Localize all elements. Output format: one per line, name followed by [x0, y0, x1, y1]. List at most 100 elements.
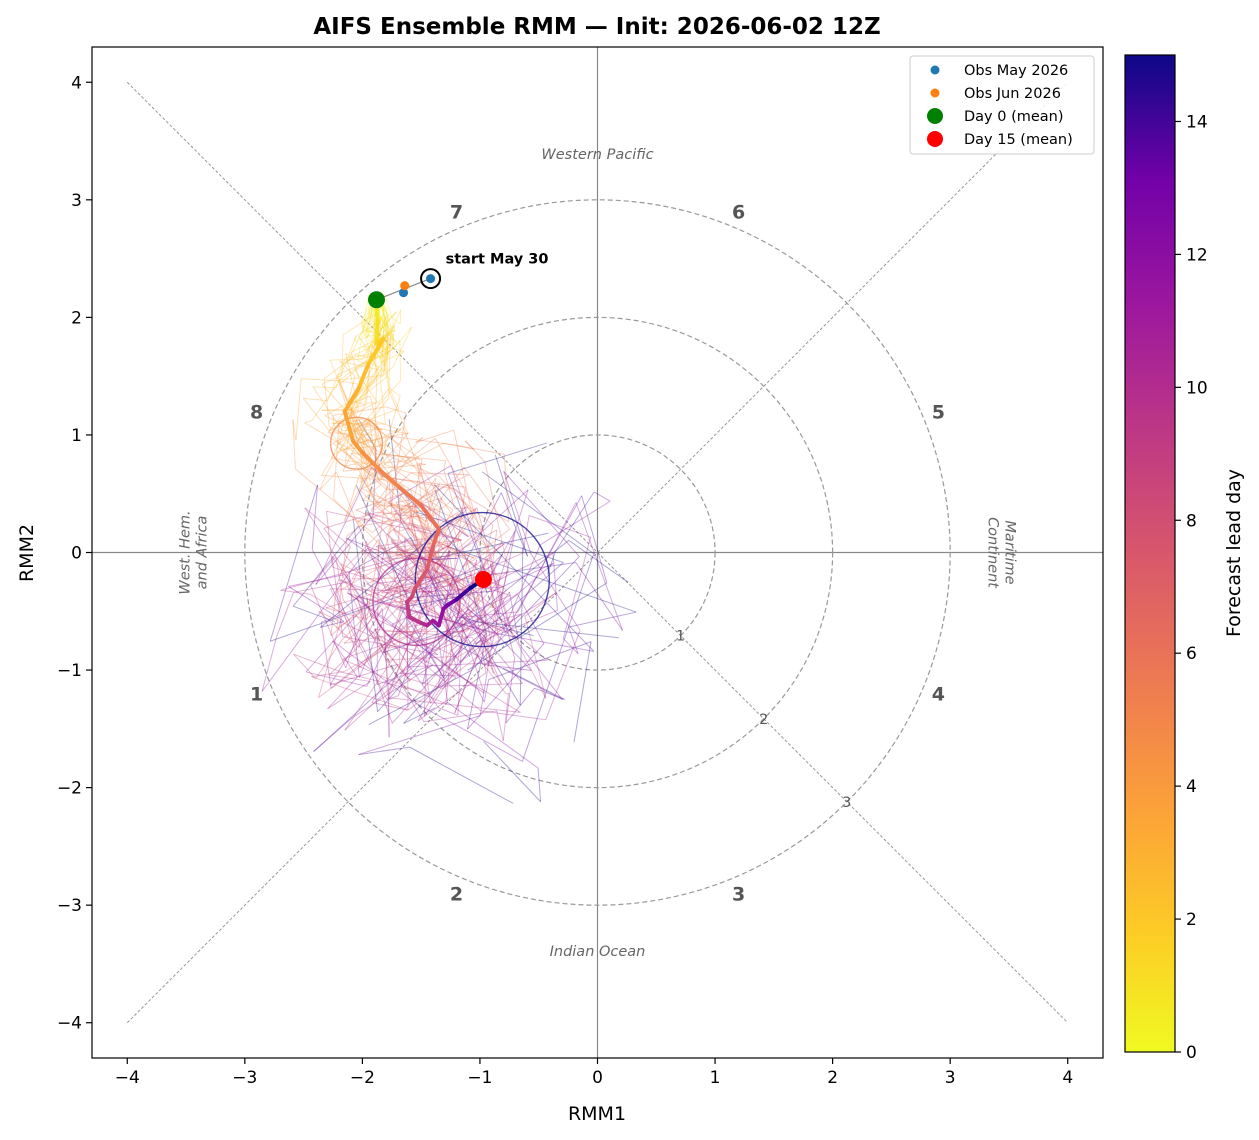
ensemble-member-segment — [417, 462, 465, 533]
ensemble-member-segment — [321, 453, 336, 476]
ensemble-member-segment — [371, 663, 399, 703]
ensemble-member-segment — [375, 311, 397, 335]
ensemble-member-segment — [459, 530, 469, 538]
ensemble-member-segment — [343, 450, 375, 477]
ensemble-member-segment — [383, 331, 390, 366]
ensemble-member-segment — [500, 492, 528, 557]
ensemble-member-segment — [318, 613, 344, 698]
ensemble-member-segment — [376, 664, 433, 686]
ensemble-mean-segment — [413, 568, 430, 590]
ensemble-member-segment — [359, 428, 382, 485]
ensemble-member-segment — [292, 419, 297, 441]
ensemble-member-segment — [476, 507, 513, 633]
ensemble-member-segment — [292, 605, 335, 623]
ensemble-member-segment — [370, 495, 422, 542]
ensemble-member-segment — [329, 663, 399, 686]
ensemble-member-segment — [509, 591, 520, 644]
ensemble-member-segment — [522, 515, 530, 554]
ensemble-member-segment — [343, 425, 379, 452]
ensemble-member-segment — [382, 327, 397, 343]
ensemble-member-segment — [446, 629, 452, 637]
ensemble-member-segment — [341, 334, 344, 376]
ensemble-member-segment — [339, 444, 388, 451]
ensemble-member-segment — [384, 355, 391, 390]
y-tick-label: −2 — [57, 779, 82, 799]
ensemble-mean-segment — [342, 385, 361, 414]
ensemble-member-segment — [331, 427, 348, 459]
ensemble-member-segment — [315, 467, 372, 585]
ensemble-member-segment — [344, 574, 439, 709]
ensemble-member-segment — [429, 639, 467, 695]
ensemble-member-segment — [355, 492, 408, 511]
ensemble-member-segment — [379, 327, 388, 363]
ensemble-member-segment — [332, 640, 358, 678]
ensemble-mean-segment — [398, 485, 424, 508]
ensemble-member-segment — [386, 488, 411, 491]
ensemble-member-segment — [373, 427, 382, 453]
ensemble-member-segment — [293, 580, 352, 593]
ensemble-member-segment — [329, 359, 351, 410]
ensemble-member-segment — [459, 613, 522, 663]
ensemble-member-segment — [318, 610, 400, 650]
ensemble-member-segment — [470, 574, 487, 674]
x-tick-label: 2 — [827, 1068, 838, 1088]
ensemble-member-segment — [327, 358, 346, 401]
ensemble-member-segment — [293, 653, 317, 679]
x-tick-label: 4 — [1062, 1068, 1073, 1088]
colorbar-tick-label: 12 — [1186, 245, 1208, 265]
region-label-bottom: Indian Ocean — [550, 944, 646, 960]
ensemble-member-segment — [335, 335, 357, 389]
ensemble-member-segment — [402, 427, 433, 503]
ensemble-member-segment — [391, 624, 485, 694]
ensemble-member-segment — [323, 357, 353, 380]
legend-day15-label: Day 15 (mean) — [964, 132, 1073, 148]
ensemble-member-segment — [311, 671, 344, 678]
axes: −4 −3 −2 −1 0 1 2 3 4 −4 −3 −2 −1 0 1 2 3 4 — [57, 73, 1073, 1088]
ensemble-member-segment — [358, 514, 426, 527]
ensemble-member-segment — [418, 508, 477, 549]
ensemble-member-segment — [337, 417, 370, 446]
ensemble-member-segment — [382, 550, 451, 653]
ensemble-member-segment — [321, 374, 343, 385]
ensemble-member-segment — [381, 504, 424, 509]
ensemble-member-segment — [434, 489, 488, 634]
ensemble-member-segment — [517, 502, 577, 613]
ensemble-member-segment — [385, 511, 417, 536]
ensemble-member-segment — [391, 582, 474, 626]
ensemble-member-segment — [466, 528, 510, 563]
ensemble-member-segment — [346, 503, 392, 537]
y-axis-label: RMM2 — [16, 524, 38, 582]
ensemble-member-segment — [434, 438, 471, 499]
start-marker-ring — [420, 268, 442, 290]
ensemble-member-segment — [384, 437, 424, 478]
region-label-right-line1: Maritime — [1002, 520, 1018, 584]
ensemble-member-segment — [356, 596, 368, 628]
ensemble-member-segment — [340, 529, 383, 573]
ensemble-member-segment — [442, 601, 477, 666]
ensemble-member-segment — [387, 389, 409, 435]
ensemble-member-segment — [480, 710, 546, 721]
ensemble-member-segment — [495, 614, 548, 661]
ensemble-member-segment — [408, 522, 445, 550]
amplitude-circle — [244, 199, 951, 906]
ensemble-member-segment — [377, 539, 427, 630]
day0-mean-point — [367, 291, 385, 309]
ensemble-member-segment — [350, 452, 385, 479]
ensemble-member-segment — [568, 539, 629, 583]
x-tick-label: −2 — [350, 1068, 375, 1088]
ensemble-member-segment — [339, 579, 417, 619]
ensemble-member-segment — [439, 506, 467, 525]
ensemble-member-segment — [392, 528, 421, 571]
ensemble-member-segment — [358, 541, 367, 648]
ensemble-member-segment — [406, 529, 497, 579]
ensemble-member-segment — [411, 537, 458, 573]
ensemble-member-segment — [439, 476, 476, 516]
ensemble-member-segment — [562, 638, 579, 655]
ensemble-member-segment — [483, 679, 490, 703]
ensemble-member-segment — [377, 511, 452, 522]
ensemble-member-segment — [521, 553, 595, 762]
ensemble-member-segment — [342, 599, 411, 682]
ensemble-member-segment — [445, 667, 521, 713]
ensemble-member-segment — [347, 368, 379, 421]
ensemble-member-segment — [545, 630, 581, 720]
